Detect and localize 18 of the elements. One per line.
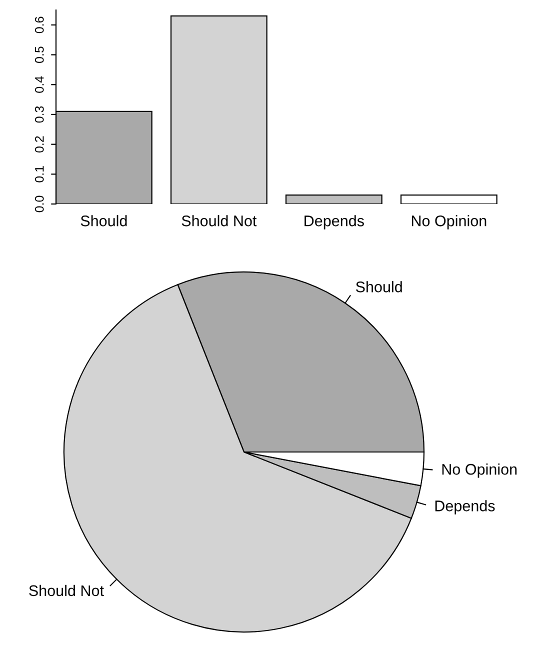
slice-label: Should Not — [29, 584, 104, 596]
y-tick-label: 0.6 — [34, 16, 44, 34]
slice-label: Depends — [435, 500, 495, 514]
y-tick-label: 0.2 — [34, 136, 44, 153]
y-tick-label: 0.5 — [34, 46, 44, 63]
bar — [285, 194, 382, 204]
slice-label: Should — [356, 281, 402, 292]
slice-label: No Opinion — [442, 464, 517, 478]
x-tick-label: Should Not — [182, 215, 257, 226]
y-tick-label: 0.0 — [34, 196, 44, 212]
y-tick-label: 0.3 — [34, 106, 44, 123]
bar — [170, 15, 268, 204]
y-tick-label: 0.1 — [34, 166, 44, 182]
x-tick-label: Should — [80, 215, 127, 226]
bar — [400, 194, 498, 204]
x-tick-label: No Opinion — [412, 215, 486, 230]
x-tick-label: Depends — [304, 215, 364, 230]
y-tick-label: 0.4 — [34, 76, 44, 93]
